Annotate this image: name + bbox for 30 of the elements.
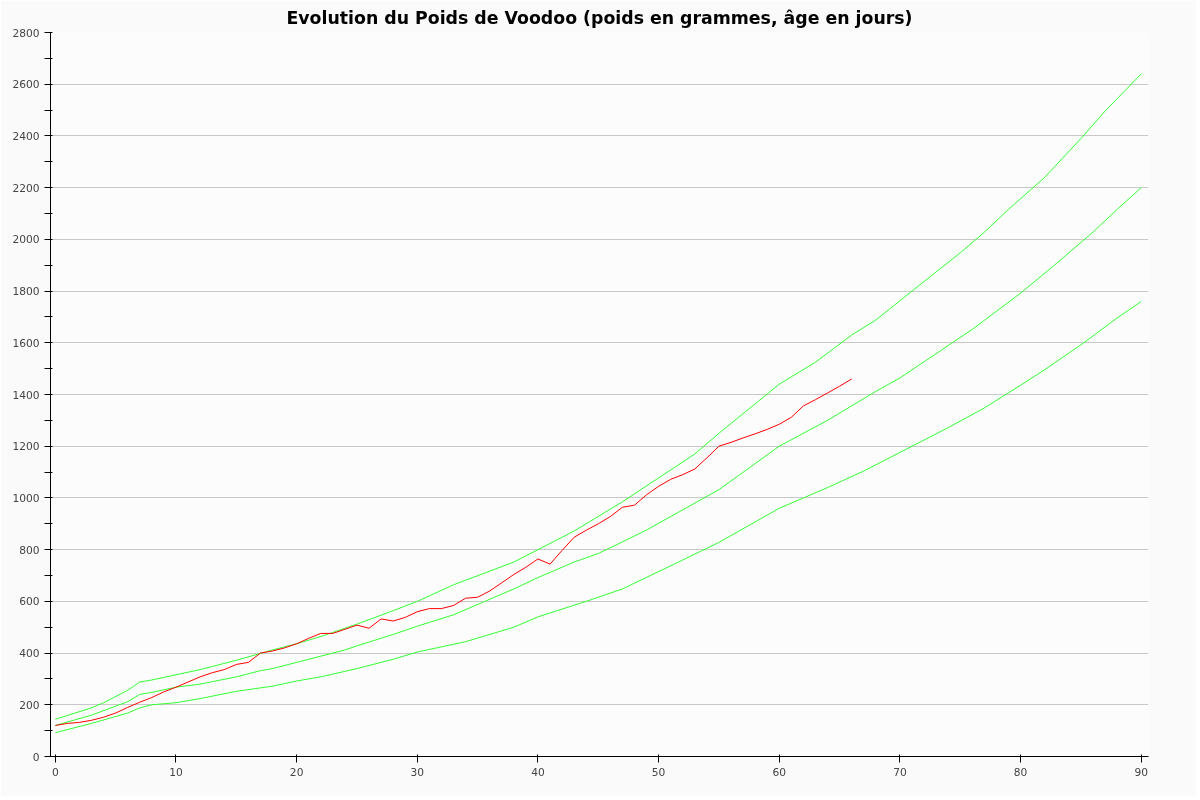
y-tick-label: 1800 — [12, 285, 40, 299]
x-tick-label: 30 — [410, 765, 425, 779]
x-tick-label: 20 — [289, 765, 304, 779]
y-tick-label: 400 — [19, 647, 40, 661]
x-tick-label: 70 — [893, 765, 907, 779]
y-tick-label: 2400 — [12, 129, 40, 143]
y-tick-label: 2200 — [12, 181, 40, 195]
chart-title: Evolution du Poids de Voodoo (poids en grammes, âge en jours) — [286, 7, 913, 28]
y-tick-label: 2600 — [12, 78, 40, 92]
y-tick-label: 2800 — [12, 26, 40, 40]
x-tick-label: 40 — [531, 765, 545, 779]
line-series — [54, 378, 853, 726]
y-tick-label: 1600 — [12, 336, 40, 350]
y-tick-label: 1000 — [12, 491, 40, 505]
y-tick-label: 1400 — [12, 388, 40, 402]
line-series — [54, 300, 1142, 734]
y-tick-label: 0 — [32, 750, 40, 764]
x-tick-label: 10 — [169, 765, 183, 779]
y-tick-label: 200 — [19, 698, 40, 712]
y-tick-label: 800 — [19, 543, 40, 557]
y-tick-label: 1200 — [12, 440, 40, 454]
y-tick-label: 600 — [19, 595, 40, 609]
y-tick-label: 2000 — [12, 233, 40, 247]
x-tick-label: 60 — [772, 765, 787, 779]
x-tick-label: 90 — [1134, 765, 1149, 779]
x-tick-label: 80 — [1013, 765, 1028, 779]
line-series — [54, 73, 1142, 720]
x-tick-label: 50 — [651, 765, 666, 779]
x-tick-label: 0 — [51, 765, 59, 779]
line-series — [54, 187, 1142, 726]
